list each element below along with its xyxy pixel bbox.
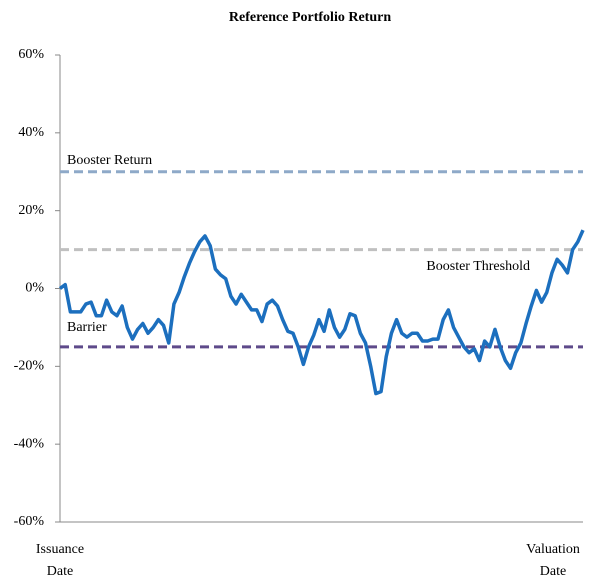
series-line xyxy=(58,229,585,396)
y-tick-label: 60% xyxy=(18,47,44,62)
reference-label: Booster Threshold xyxy=(426,259,530,274)
x-tick-label: Valuation Date xyxy=(526,542,580,579)
y-tick-label: 0% xyxy=(25,281,44,296)
y-tick-label: -40% xyxy=(14,436,45,451)
reference-label: Booster Return xyxy=(67,153,152,168)
chart-title: Reference Portfolio Return xyxy=(229,10,391,25)
y-tick-label: -20% xyxy=(14,359,45,374)
y-tick-label: -60% xyxy=(14,514,45,529)
y-tick-label: 20% xyxy=(18,203,44,218)
y-tick-label: 40% xyxy=(18,125,44,140)
reference-label: Barrier xyxy=(67,320,107,335)
x-tick-label: Issuance Date xyxy=(35,542,85,579)
